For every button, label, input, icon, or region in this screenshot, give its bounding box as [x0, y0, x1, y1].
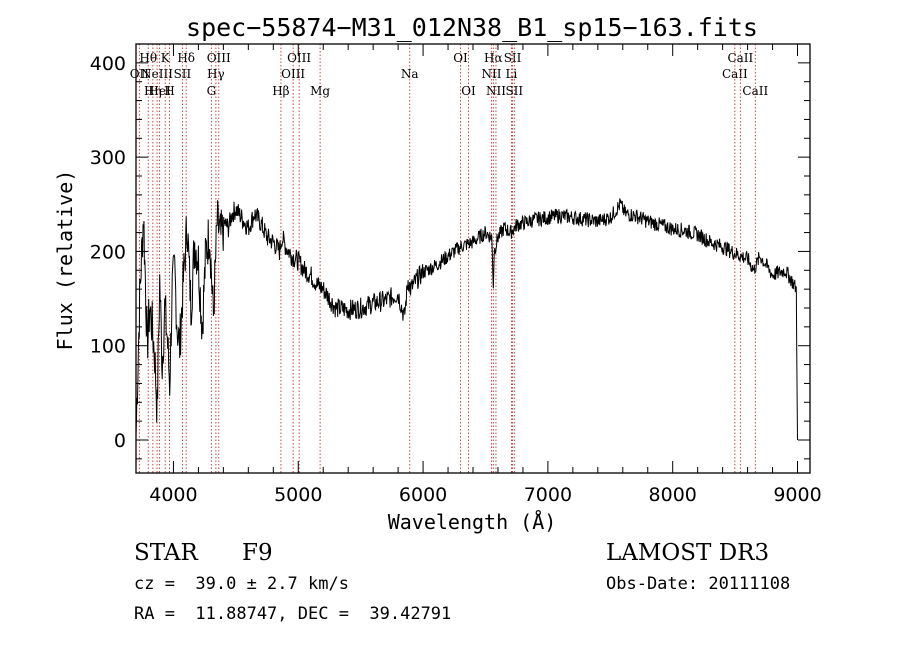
y-tick-label: 300 — [90, 147, 126, 169]
y-tick-label: 0 — [114, 430, 126, 452]
line-marker-label: OI — [461, 84, 476, 98]
x-tick-label: 7000 — [524, 484, 572, 506]
x-axis-label: Wavelength (Å) — [388, 510, 557, 534]
y-axis-label: Flux (relative) — [53, 170, 77, 351]
x-tick-label: 9000 — [773, 484, 821, 506]
redshift-value: cz = 39.0 ± 2.7 km/s — [134, 574, 349, 594]
emission-line-markers: OIIHθHηNeIIIHeIKHSIIHδGHγOIIIHβOIIIOIIIM… — [130, 44, 768, 473]
line-marker-label: OI — [453, 51, 468, 65]
line-marker-label: OIII — [207, 51, 231, 65]
line-marker-label: NeIII — [141, 67, 173, 81]
line-marker-label: Hβ — [272, 84, 289, 98]
object-class: STAR — [134, 540, 198, 566]
line-marker-label: OII — [130, 67, 150, 81]
object-subclass: F9 — [242, 540, 273, 566]
coordinates: RA = 11.88747, DEC = 39.42791 — [134, 604, 452, 624]
line-marker-label: H — [164, 84, 174, 98]
line-marker-label: SII — [505, 84, 523, 98]
spectrum-series — [135, 198, 798, 441]
spectrum-chart: spec−55874−M31_012N38_B1_sp15−163.fits O… — [53, 13, 822, 534]
line-marker-label: G — [207, 84, 217, 98]
line-marker-label: OIII — [287, 51, 311, 65]
spectrum-line — [135, 198, 798, 441]
line-marker-label: Hγ — [207, 67, 225, 81]
x-tick-label: 4000 — [149, 484, 197, 506]
line-marker-label: Na — [401, 67, 419, 81]
line-marker-label: Li — [506, 67, 518, 81]
line-marker-label: OIII — [281, 67, 305, 81]
line-marker-label: Hα — [484, 51, 503, 65]
line-marker-label: CaII — [722, 67, 748, 81]
observation-date: Obs-Date: 20111108 — [606, 574, 791, 594]
x-tick-label: 5000 — [274, 484, 322, 506]
y-tick-label: 400 — [90, 53, 126, 75]
line-marker-label: Mg — [310, 84, 330, 98]
line-marker-label: NII — [486, 84, 506, 98]
x-tick-label: 6000 — [399, 484, 447, 506]
line-marker-label: CaII — [742, 84, 768, 98]
chart-title: spec−55874−M31_012N38_B1_sp15−163.fits — [186, 13, 758, 42]
line-marker-label: NII — [481, 67, 501, 81]
line-marker-label: SII — [504, 51, 522, 65]
axis-ticks: 4000 5000 6000 7000 8000 9000 0 100 200 300 400 — [90, 43, 822, 506]
line-marker-label: Hδ — [177, 51, 195, 65]
line-marker-label: K — [161, 51, 171, 65]
plot-frame — [135, 43, 811, 474]
y-tick-label: 200 — [90, 241, 126, 263]
x-tick-label: 8000 — [649, 484, 697, 506]
line-marker-label: CaII — [727, 51, 753, 65]
line-marker-label: SII — [174, 67, 192, 81]
y-tick-label: 100 — [90, 336, 126, 358]
survey-name: LAMOST DR3 — [606, 540, 770, 566]
